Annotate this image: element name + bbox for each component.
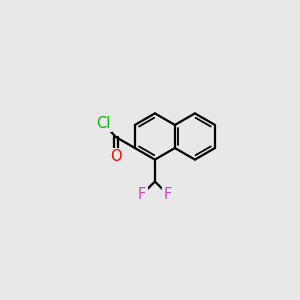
Text: F: F xyxy=(164,187,172,202)
Text: O: O xyxy=(110,149,122,164)
Text: F: F xyxy=(164,187,172,202)
Text: F: F xyxy=(138,187,146,202)
Text: F: F xyxy=(138,187,146,202)
Text: Cl: Cl xyxy=(96,116,110,131)
Text: O: O xyxy=(110,149,122,164)
Text: Cl: Cl xyxy=(96,116,110,131)
